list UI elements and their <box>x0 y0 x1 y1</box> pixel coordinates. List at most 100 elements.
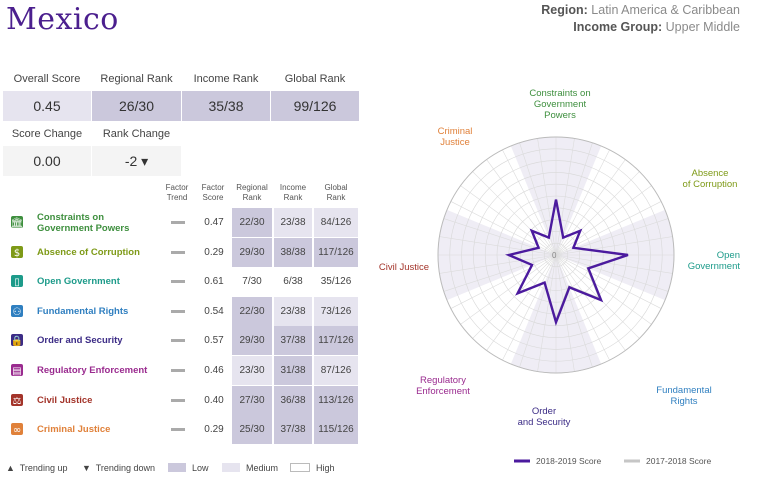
income-rank-value: 35/38 <box>182 91 270 121</box>
regional-rank-cell: 25/30 <box>232 415 272 445</box>
radar-spoke <box>555 254 640 339</box>
radar-spoke <box>555 254 610 361</box>
radar-outer-ring <box>437 136 675 374</box>
radar-spoke <box>555 185 652 256</box>
svg-text:∞: ∞ <box>13 425 21 436</box>
radar-spoke <box>555 254 652 325</box>
legend-trending-down: ▼ Trending down <box>82 463 155 473</box>
trend-dash <box>171 221 185 224</box>
factor-score: 0.29 <box>204 246 224 258</box>
income-group-label: Income Group: <box>573 20 663 34</box>
radar-spoke <box>472 254 557 339</box>
radar-spoke <box>439 236 557 256</box>
factor-name: Civil Justice <box>37 394 93 406</box>
radar-spoke <box>460 185 557 256</box>
radar-spoke <box>439 254 557 274</box>
score-change-label: Score Change <box>11 128 83 140</box>
region-label: Region: <box>541 3 588 17</box>
regional-rank-cell: 22/30 <box>232 208 272 237</box>
global-rank-cell: 73/126 <box>314 296 358 326</box>
global-rank-value: 99/126 <box>271 91 359 121</box>
factor-score: 0.29 <box>204 424 224 436</box>
svg-text:$: $ <box>14 248 20 259</box>
radar-spoke <box>472 171 557 256</box>
trend-dash <box>171 398 185 402</box>
radar-spoke <box>443 254 557 292</box>
trend-dash <box>171 369 185 372</box>
radar-spoke <box>486 159 557 256</box>
income-rank-cell: 38/38 <box>274 237 312 267</box>
global-rank-cell: 113/126 <box>314 385 358 415</box>
radar-spoke <box>555 236 673 256</box>
radar-spoke <box>537 138 557 256</box>
factor-score: 0.40 <box>204 394 224 406</box>
income-rank-label: Income Rank <box>193 73 259 85</box>
factor-name: Criminal Justice <box>37 424 111 436</box>
factor-row[interactable]: $ Absence of Corruption 0.29 29/30 38/38 117/… <box>0 237 360 267</box>
global-rank-cell: 84/126 <box>314 208 358 237</box>
income-rank-cell: 37/38 <box>274 326 312 356</box>
radar-spoke <box>555 254 593 368</box>
region-value: Latin America & Caribbean <box>591 3 740 17</box>
svg-text:▤: ▤ <box>12 366 21 377</box>
legend-high: High <box>290 463 335 473</box>
regional-rank-cell: 7/30 <box>232 267 272 297</box>
rank-change-label: Rank Change <box>102 128 171 140</box>
score-change-value: 0.00 <box>3 146 91 176</box>
regional-rank-cell: 23/30 <box>232 356 272 385</box>
factor-row[interactable]: ⚇ Fundamental Rights 0.54 22/30 23/38 73/126 <box>0 296 360 326</box>
col-header-income-rank: Income Rank <box>279 183 307 202</box>
factor-row[interactable]: ∞ Criminal Justice 0.29 25/30 37/38 115/126 <box>0 415 360 445</box>
page-title: Mexico <box>6 2 119 37</box>
radar-spoke <box>555 138 575 256</box>
triangle-up-icon: ▲ <box>6 463 15 473</box>
trend-dash <box>171 309 185 313</box>
radar-spoke <box>486 254 557 351</box>
radar-spoke <box>460 254 557 325</box>
clipboard-icon: ▤ <box>9 362 25 378</box>
income-rank-cell: 31/38 <box>274 356 312 385</box>
factor-row[interactable]: ▤ Regulatory Enforcement 0.46 23/30 31/38 87/… <box>0 356 360 385</box>
radar-center-label: 0 <box>552 251 557 260</box>
factor-row[interactable]: 🏛 Constraints on Government Powers 0.47 22/… <box>0 208 360 237</box>
svg-text:⚇: ⚇ <box>13 307 22 318</box>
radar-spoke <box>555 254 662 309</box>
col-header-factor-trend: Factor Trend <box>165 183 189 202</box>
factor-name: Fundamental Rights <box>37 305 129 317</box>
svg-text:⚖: ⚖ <box>13 396 22 407</box>
income-rank-cell: 23/38 <box>274 208 312 237</box>
radar-legend-label: 2018-2019 Score <box>536 456 601 466</box>
factor-row[interactable]: ▯ Open Government 0.61 7/30 6/38 35/126 <box>0 267 360 297</box>
global-rank-label: Global Rank <box>284 73 346 85</box>
people-icon: ⚇ <box>9 303 25 319</box>
regional-rank-cell: 27/30 <box>232 385 272 415</box>
income-rank-cell: 36/38 <box>274 385 312 415</box>
svg-text:▯: ▯ <box>14 277 20 288</box>
col-header-factor-score: Factor Score <box>201 183 225 202</box>
factor-name: Absence of Corruption <box>37 246 140 258</box>
radar-spoke <box>555 254 575 372</box>
radar-spoke <box>555 254 673 274</box>
radar-axis-label: Fundamental Rights <box>656 385 711 407</box>
trend-dash <box>171 280 185 284</box>
factor-row[interactable]: 🔒 Order and Security 0.57 29/30 37/38 117/126 <box>0 326 360 356</box>
overall-score-label: Overall Score <box>13 73 81 85</box>
bank-icon: 🏛 <box>9 214 25 230</box>
income-rank-cell: 6/38 <box>274 267 312 297</box>
global-rank-cell: 115/126 <box>314 415 358 445</box>
legend-trending-up: ▲ Trending up <box>6 463 68 473</box>
legend-low: Low <box>168 463 209 473</box>
income-rank-cell: 23/38 <box>274 296 312 326</box>
factor-score: 0.54 <box>204 305 224 317</box>
trend-dash <box>171 428 185 432</box>
money-bag-icon: $ <box>9 244 25 260</box>
radar-axis-label: Absence of Corruption <box>683 168 738 190</box>
door-icon: ▯ <box>9 273 25 289</box>
factor-row[interactable]: ⚖ Civil Justice 0.40 27/30 36/38 113/126 <box>0 385 360 415</box>
factor-score: 0.46 <box>204 365 224 376</box>
global-rank-cell: 35/126 <box>314 267 358 297</box>
regional-rank-cell: 22/30 <box>232 296 272 326</box>
radar-axis-label: Open Government <box>688 250 741 272</box>
global-rank-cell: 117/126 <box>314 237 358 267</box>
global-rank-cell: 117/126 <box>314 326 358 356</box>
